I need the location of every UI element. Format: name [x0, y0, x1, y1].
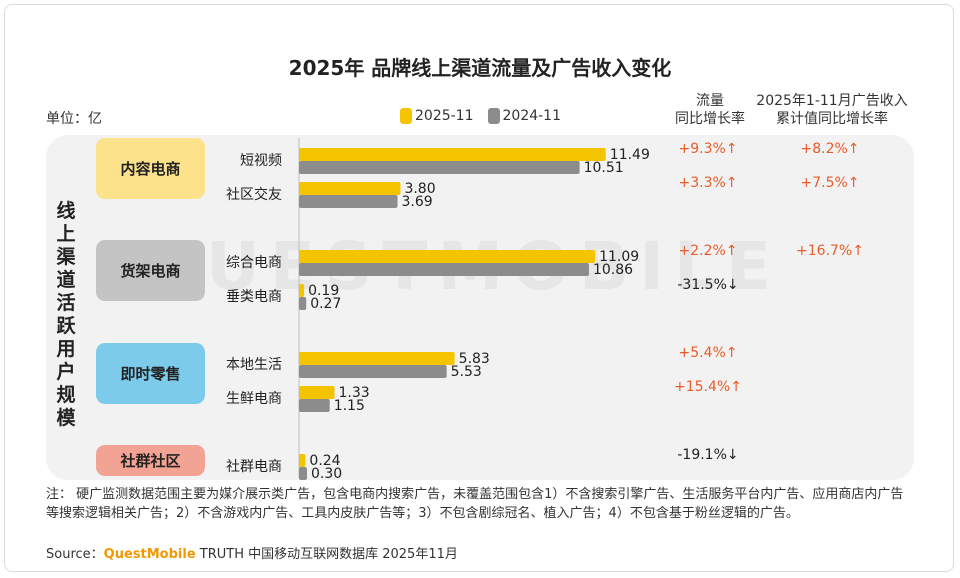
group-label: 内容电商 — [120, 160, 181, 178]
legend-item-2024: 2024-11 — [487, 108, 562, 124]
unit-label: 单位：亿 — [46, 111, 102, 127]
group-label: 即时零售 — [120, 365, 181, 383]
ad-growth-header: 2025年1-11月广告收入 累计值同比增长率 — [752, 92, 912, 128]
ad-growth-header-line1: 2025年1-11月广告收入 — [756, 93, 908, 109]
category-label: 生鲜电商 — [226, 391, 282, 407]
data-label-2025: 5.83 — [459, 351, 490, 367]
traffic-growth-value: +5.4%↑ — [678, 345, 737, 361]
ad-growth-value: +16.7%↑ — [796, 243, 864, 259]
data-label-2024: 5.53 — [451, 364, 482, 380]
data-label-2025: 11.09 — [599, 249, 639, 265]
source-brand: QuestMobile — [103, 547, 196, 562]
bar-2025 — [299, 386, 335, 399]
group-content-ecommerce: 内容电商 — [96, 138, 205, 199]
category-label: 本地生活 — [226, 357, 282, 373]
data-label-2024: 3.69 — [402, 194, 433, 210]
group-label: 社群社区 — [120, 452, 181, 470]
traffic-growth-header-line2: 同比增长率 — [675, 111, 745, 127]
traffic-growth-value: -19.1%↓ — [677, 447, 738, 463]
ad-growth-header-line2: 累计值同比增长率 — [776, 111, 888, 127]
category-label: 垂类电商 — [226, 289, 282, 305]
bar-2024 — [299, 263, 589, 276]
traffic-growth-value: +9.3%↑ — [678, 141, 737, 157]
data-label-2025: 0.19 — [308, 283, 339, 299]
bar-2024 — [299, 467, 308, 480]
data-label-2024: 0.30 — [311, 466, 342, 482]
bar-2025 — [299, 182, 401, 195]
legend-swatch-2025 — [400, 108, 412, 124]
group-shelf-ecommerce: 货架电商 — [96, 240, 205, 301]
footnote: 注： 硬广监测数据范围主要为媒介展示类广告，包含电商内搜索广告，未覆盖范围包含1… — [46, 487, 904, 521]
traffic-growth-value: +2.2%↑ — [678, 243, 737, 259]
traffic-growth-header: 流量 同比增长率 — [672, 92, 748, 128]
source-prefix: Source： — [46, 547, 104, 562]
bar-2024 — [299, 365, 447, 378]
ad-growth-value: +8.2%↑ — [800, 141, 859, 157]
bar-2025 — [299, 352, 455, 365]
category-label: 短视频 — [240, 153, 282, 169]
bar-2025 — [299, 454, 306, 467]
data-label-2025: 0.24 — [309, 453, 340, 469]
group-label: 货架电商 — [120, 262, 181, 280]
group-instant-retail: 即时零售 — [96, 343, 205, 404]
source-line: Source：QuestMobile TRUTH 中国移动互联网数据库 2025… — [46, 543, 458, 562]
legend-item-2025: 2025-11 — [400, 108, 474, 124]
group-community: 社群社区 — [96, 445, 205, 476]
bar-2024 — [299, 399, 330, 412]
vertical-axis-label: 线上渠道活跃用户规模 — [56, 200, 76, 429]
data-label-2025: 1.33 — [339, 385, 370, 401]
data-label-2025: 11.49 — [610, 147, 650, 163]
traffic-growth-value: +3.3%↑ — [678, 175, 737, 191]
data-label-2025: 3.80 — [404, 181, 435, 197]
legend-label-2025: 2025-11 — [415, 108, 474, 124]
traffic-growth-header-line1: 流量 — [696, 93, 724, 109]
data-label-2024: 0.27 — [310, 296, 341, 312]
traffic-growth-value: -31.5%↓ — [677, 277, 738, 293]
data-label-2024: 1.15 — [334, 398, 365, 414]
chart-frame — [4, 4, 954, 572]
category-label: 综合电商 — [226, 255, 282, 271]
legend-label-2024: 2024-11 — [502, 108, 562, 124]
ad-growth-value: +7.5%↑ — [800, 175, 859, 191]
category-label: 社区交友 — [226, 186, 282, 203]
chart-title: 2025年 品牌线上渠道流量及广告收入变化 — [288, 56, 672, 80]
bar-2024 — [299, 297, 307, 310]
traffic-growth-value: +15.4%↑ — [674, 379, 742, 395]
bar-2025 — [299, 284, 305, 297]
legend-swatch-2024 — [487, 108, 500, 124]
source-rest: TRUTH 中国移动互联网数据库 2025年11月 — [195, 547, 458, 562]
bar-2025 — [299, 148, 606, 161]
legend: 2025-11 2024-11 — [400, 108, 561, 124]
bar-2024 — [299, 161, 580, 174]
bar-2025 — [299, 250, 596, 263]
bar-2024 — [299, 195, 398, 208]
category-label: 社群电商 — [226, 459, 282, 475]
data-label-2024: 10.51 — [584, 160, 624, 176]
data-label-2024: 10.86 — [593, 262, 633, 278]
